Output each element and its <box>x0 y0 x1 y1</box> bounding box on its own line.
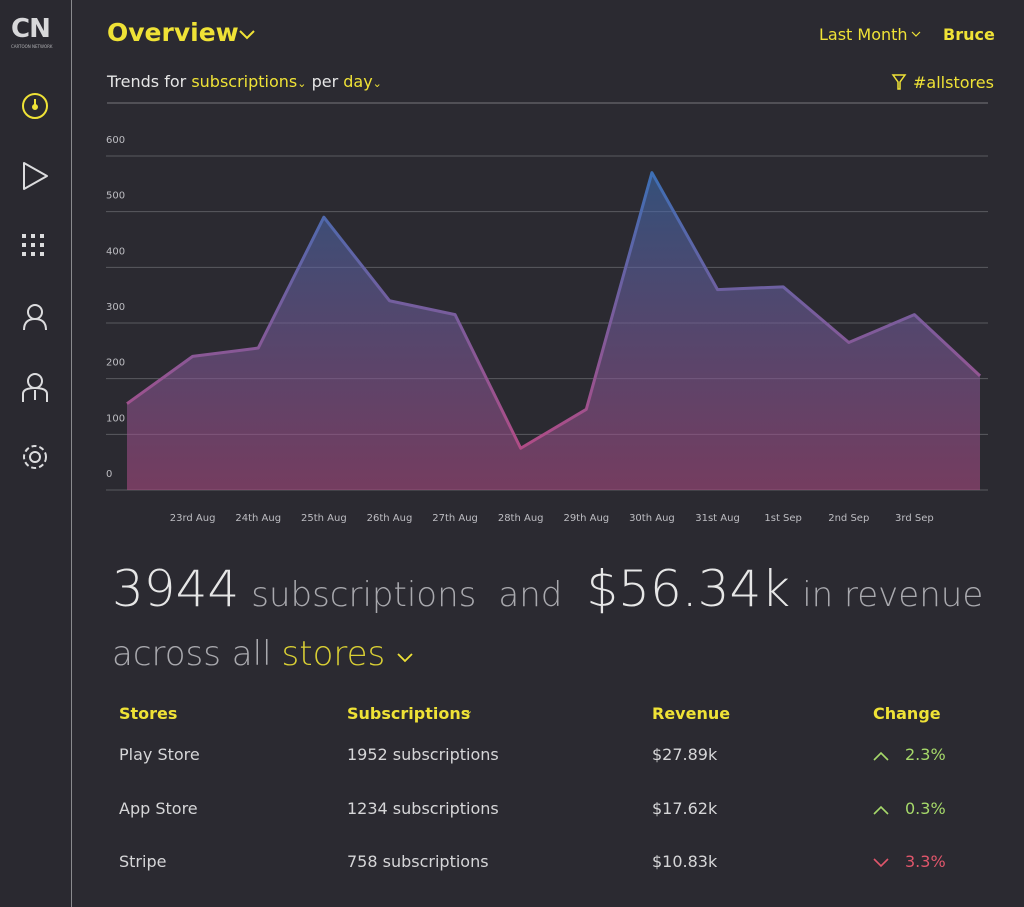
sidebar: CN CARTOON NETWORK <box>0 0 72 907</box>
column-header[interactable]: Subscriptions <box>347 704 471 723</box>
metric-select[interactable]: subscriptions <box>191 72 298 91</box>
store-change: 0.3% <box>905 798 946 818</box>
summary-count: 3944 <box>112 560 240 618</box>
x-tick-label: 25th Aug <box>301 513 347 524</box>
y-tick-label: 400 <box>106 246 125 257</box>
summary-count-label: subscriptions <box>251 575 477 615</box>
summary-and: and <box>498 575 563 615</box>
logo: CN <box>11 14 51 44</box>
period-select[interactable]: Last Month <box>819 25 908 44</box>
user-name[interactable]: Bruce <box>943 25 995 44</box>
title-chevron[interactable] <box>238 28 258 42</box>
summary-revenue: $56.34k <box>586 560 791 618</box>
x-tick-label: 30th Aug <box>629 513 675 524</box>
nav-admin[interactable] <box>22 373 48 402</box>
x-tick-label: 27th Aug <box>432 513 478 524</box>
store-name: Play Store <box>119 745 200 764</box>
y-tick-label: 500 <box>106 191 125 202</box>
filter-tag[interactable]: #allstores <box>913 73 994 92</box>
summary-scope: across all stores <box>112 634 417 674</box>
arrow-down <box>873 858 889 868</box>
summary-line: 3944 subscriptions and $56.34k in revenu… <box>112 560 983 618</box>
summary-revenue-label: in revenue <box>802 575 984 615</box>
nav-settings[interactable] <box>23 445 47 469</box>
arrow-up <box>873 805 889 815</box>
x-tick-label: 24th Aug <box>235 513 281 524</box>
y-tick-label: 300 <box>106 302 125 313</box>
page-title[interactable]: Overview <box>107 18 239 47</box>
y-tick-label: 200 <box>106 358 125 369</box>
logo-caption: CARTOON NETWORK <box>11 44 53 49</box>
store-revenue: $17.62k <box>652 798 718 818</box>
trend-per: per <box>311 72 339 91</box>
period-chevron[interactable] <box>910 30 924 40</box>
sort-chevron[interactable]: ⌄ <box>464 704 474 717</box>
scope-chevron[interactable] <box>395 651 417 665</box>
area-fill <box>127 172 980 490</box>
unit-select[interactable]: day <box>343 72 373 91</box>
column-header: Change <box>873 704 941 723</box>
nav-apps[interactable] <box>22 234 44 256</box>
store-subscriptions: 758 subscriptions <box>347 852 489 871</box>
column-header: Stores <box>119 704 178 723</box>
nav-dashboard[interactable] <box>22 93 48 119</box>
store-revenue: $27.89k <box>652 745 718 764</box>
trend-prefix: Trends for <box>107 72 187 91</box>
x-tick-label: 28th Aug <box>498 513 544 524</box>
x-tick-label: 26th Aug <box>367 513 413 524</box>
x-tick-label: 1st Sep <box>764 513 802 524</box>
y-tick-label: 0 <box>106 469 112 480</box>
nav-user[interactable] <box>23 304 47 331</box>
store-subscriptions: 1234 subscriptions <box>347 798 499 818</box>
scope-select[interactable]: stores <box>281 634 386 674</box>
y-tick-label: 600 <box>106 135 125 146</box>
x-tick-label: 2nd Sep <box>828 513 869 524</box>
store-change: 3.3% <box>905 852 946 871</box>
y-tick-label: 100 <box>106 413 125 424</box>
nav-icons <box>22 93 48 469</box>
chart: 0 100 200 300 400 500 600 23rd Aug 24th Aug 25th … <box>106 102 988 524</box>
trend-line: Trends for subscriptions⌄ per day⌄ <box>107 72 382 91</box>
store-name: Stripe <box>119 852 167 871</box>
filter-icon[interactable] <box>891 73 907 91</box>
store-change: 2.3% <box>905 745 946 764</box>
area-line <box>126 171 982 450</box>
store-subscriptions: 1952 subscriptions <box>347 745 499 764</box>
column-header: Revenue <box>652 704 731 723</box>
store-name: App Store <box>119 798 198 818</box>
arrow-up <box>873 751 889 761</box>
store-revenue: $10.83k <box>652 852 718 871</box>
summary-across: across all <box>112 634 272 674</box>
x-tick-label: 23rd Aug <box>170 513 216 524</box>
x-tick-label: 3rd Sep <box>895 513 934 524</box>
x-tick-label: 29th Aug <box>563 513 609 524</box>
nav-play[interactable] <box>23 162 48 190</box>
x-tick-label: 31st Aug <box>695 513 740 524</box>
